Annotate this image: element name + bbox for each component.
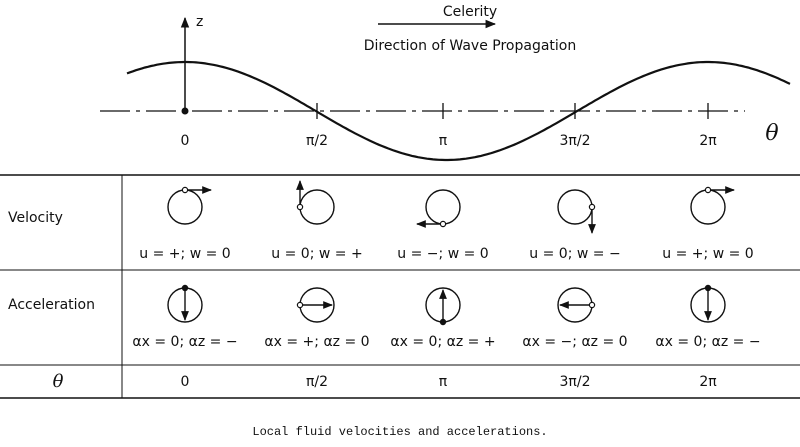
cell-label: u = −; w = 0 <box>397 246 488 262</box>
cell-label: u = +; w = 0 <box>139 246 230 262</box>
phase-label: 3π/2 <box>560 133 591 149</box>
phase-label: 0 <box>181 133 190 149</box>
row-label: Acceleration <box>8 297 95 313</box>
particle <box>296 203 304 211</box>
cell-label: αx = 0; αz = + <box>390 334 495 350</box>
cell-label: 3π/2 <box>560 374 591 390</box>
particle-orbit <box>690 189 726 225</box>
cell-label: u = +; w = 0 <box>662 246 753 262</box>
cell-label: αx = 0; αz = − <box>655 334 760 350</box>
row-label: θ <box>53 371 64 392</box>
cell-label: αx = +; αz = 0 <box>264 334 369 350</box>
row-label: Velocity <box>8 210 63 226</box>
cell-label: u = 0; w = + <box>271 246 362 262</box>
particle <box>439 220 447 228</box>
particle <box>181 284 189 292</box>
particle-orbit <box>167 189 203 225</box>
particle <box>588 203 596 211</box>
particle <box>296 301 304 309</box>
cell-label: 0 <box>181 374 190 390</box>
phase-label: π <box>439 133 448 149</box>
particle <box>439 318 447 326</box>
wave-profile <box>126 60 791 162</box>
cell-label: u = 0; w = − <box>529 246 620 262</box>
particle-orbit <box>425 189 461 225</box>
direction-label: Direction of Wave Propagation <box>364 38 576 54</box>
cell-label: π <box>439 374 448 390</box>
cell-label: 2π <box>699 374 717 390</box>
cell-label: αx = −; αz = 0 <box>522 334 627 350</box>
particle-orbit <box>299 189 335 225</box>
celerity-label: Celerity <box>443 4 497 20</box>
particle <box>704 186 712 194</box>
particle <box>588 301 596 309</box>
particle <box>704 284 712 292</box>
theta-label: θ <box>765 121 778 146</box>
origin-dot <box>181 107 189 115</box>
z-label: z <box>196 14 203 30</box>
cell-label: αx = 0; αz = − <box>132 334 237 350</box>
phase-label: π/2 <box>306 133 328 149</box>
particle-orbit <box>557 189 593 225</box>
phase-label: 2π <box>699 133 717 149</box>
cell-label: π/2 <box>306 374 328 390</box>
caption: Local fluid velocities and accelerations… <box>252 425 547 439</box>
particle <box>181 186 189 194</box>
